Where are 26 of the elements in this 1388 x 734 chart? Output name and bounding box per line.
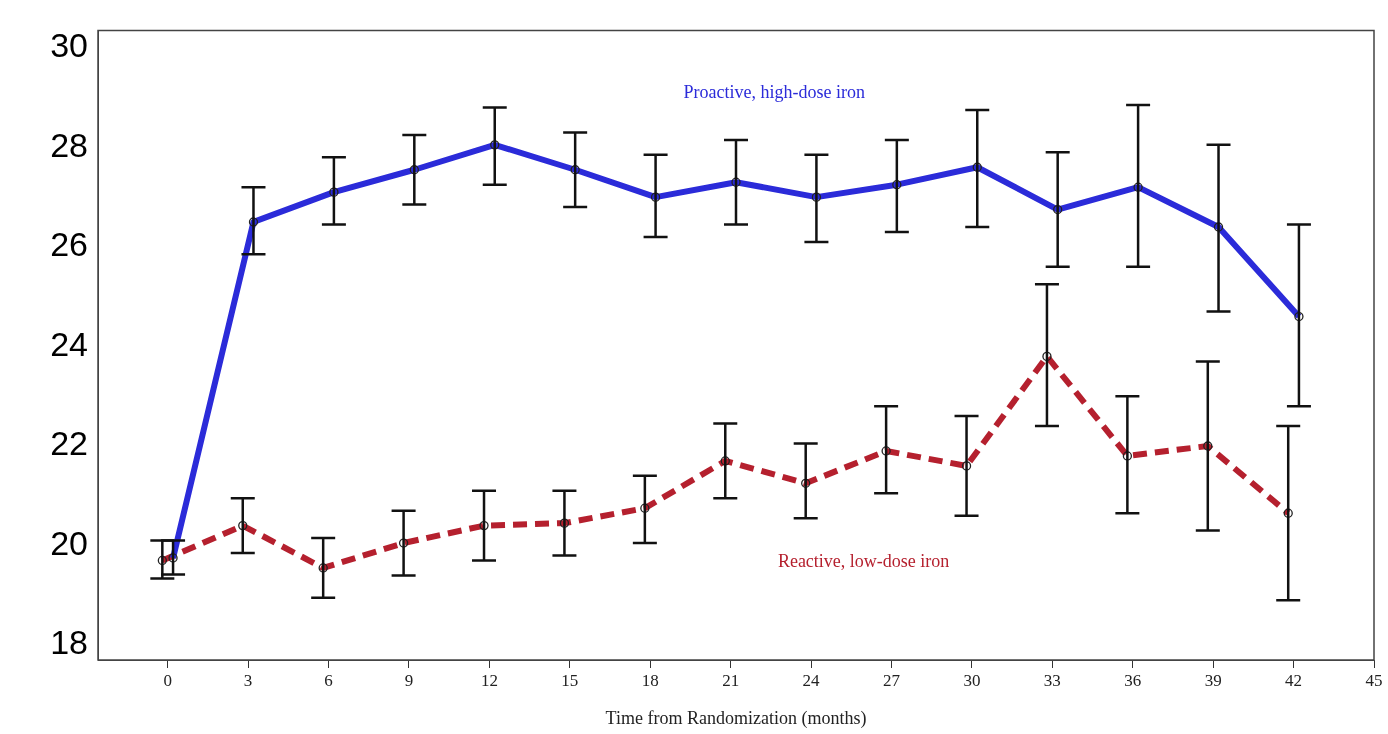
y-tick-label: 26	[50, 225, 88, 264]
x-axis-title: Time from Randomization (months)	[605, 707, 867, 729]
x-tick-label: 42	[1285, 670, 1303, 690]
x-tick-label: 21	[722, 670, 740, 690]
y-tick-label: 30	[50, 26, 88, 65]
y-tick-label: 20	[50, 523, 88, 562]
x-tick-label: 45	[1365, 670, 1383, 690]
x-tick-label: 0	[163, 670, 172, 690]
y-tick-label: 18	[50, 623, 88, 662]
y-tick-label: 22	[50, 424, 88, 463]
text: Proactive, high-dose iron	[683, 82, 866, 103]
text: Reactive, low-dose iron	[777, 551, 950, 572]
x-tick-label: 12	[480, 670, 498, 690]
x-tick-label: 15	[561, 670, 579, 690]
x-tick-label: 24	[802, 670, 821, 690]
y-tick-label: 28	[50, 125, 88, 164]
x-tick-label: 6	[324, 670, 333, 690]
x-tick-label: 18	[641, 670, 659, 690]
y-tick-label: 24	[50, 324, 88, 363]
x-tick-label: 36	[1124, 670, 1142, 690]
x-tick-label: 33	[1043, 670, 1061, 690]
x-tick-label: 9	[404, 670, 414, 690]
x-tick-label: 3	[243, 670, 253, 690]
x-tick-label: 30	[963, 670, 981, 690]
x-tick-label: 39	[1204, 670, 1222, 690]
x-tick-label: 27	[882, 670, 901, 690]
